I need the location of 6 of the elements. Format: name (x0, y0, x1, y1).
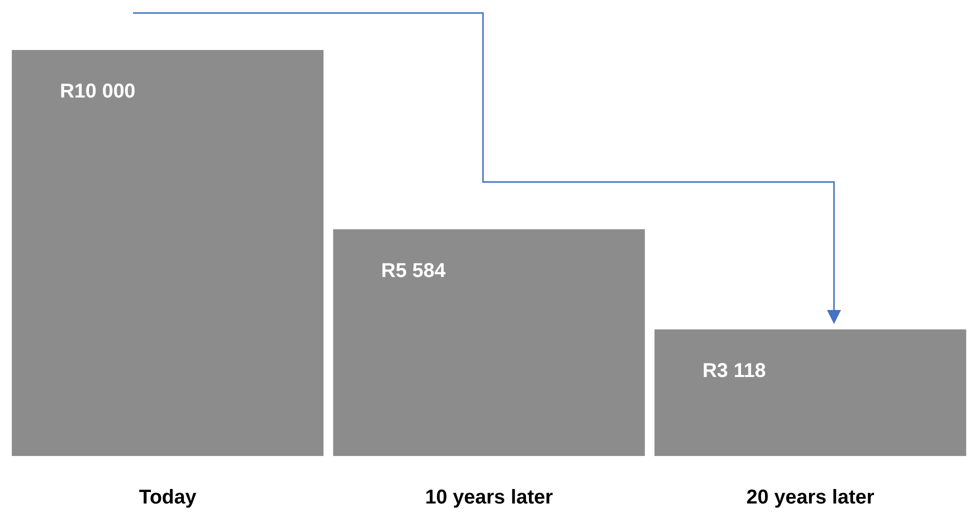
data-label: R10 000 (60, 80, 136, 103)
x-tick-label: Today (138, 486, 198, 509)
data-label: R3 118 (702, 360, 766, 382)
x-tick-label: 10 years later (425, 486, 554, 509)
x-tick-label: 20 years later (746, 486, 874, 509)
data-label: R5 584 (381, 260, 447, 282)
